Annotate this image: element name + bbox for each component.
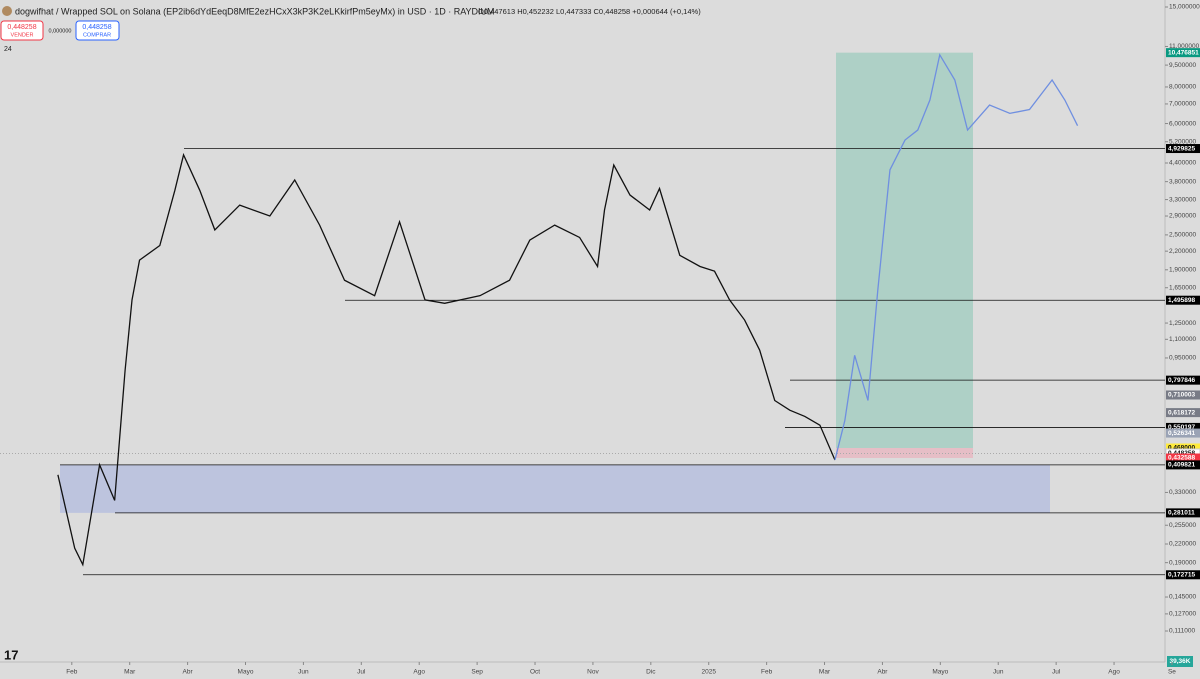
y-tick-label: 2,900000 [1169, 213, 1196, 220]
x-tick-label: Nov [587, 669, 599, 676]
price-badge [1166, 295, 1200, 305]
price-badge [1166, 570, 1200, 580]
y-tick-label: 0,111000 [1169, 628, 1196, 635]
price-badge-label: 10,476851 [1168, 49, 1199, 56]
price-badge [1166, 390, 1200, 400]
x-tick-label: Dic [646, 669, 656, 676]
x-tick-label: Abr [183, 669, 194, 676]
y-tick-label: 8,000000 [1169, 84, 1196, 91]
spread: 0,000000 [49, 28, 72, 34]
price-badge [1166, 422, 1200, 432]
price-badge-label: 0,409821 [1168, 462, 1195, 469]
x-tick-label: Mar [819, 669, 831, 676]
volume-badge [1167, 656, 1193, 667]
price-line [834, 53, 1079, 461]
y-tick-label: 9,500000 [1169, 62, 1196, 69]
demand-zone [60, 464, 1050, 513]
y-tick-label: 1,900000 [1169, 267, 1196, 274]
y-tick-label: 0,950000 [1169, 355, 1196, 362]
indicator-count: 24 [4, 46, 12, 53]
x-tick-label: Ago [1108, 669, 1120, 676]
price-badge-label: 0,281011 [1168, 510, 1195, 517]
x-tick-label: Abr [877, 669, 888, 676]
buy-price: 0,448258 [82, 24, 111, 31]
stop-zone [836, 448, 973, 459]
x-tick-label: Se [1168, 669, 1176, 676]
y-tick-label: 0,190000 [1169, 559, 1196, 566]
price-line [57, 152, 836, 567]
y-tick-label: 6,000000 [1169, 120, 1196, 127]
x-tick-label: Jul [1052, 669, 1061, 676]
x-tick-label: Mar [124, 669, 136, 676]
y-tick-label: 1,250000 [1169, 320, 1196, 327]
price-badge-label: 0,618172 [1168, 409, 1195, 416]
y-tick-label: 3,800000 [1169, 178, 1196, 185]
x-tick-label: Jul [357, 669, 366, 676]
zones [60, 52, 1050, 513]
sell-label: VENDER [11, 32, 34, 38]
price-badge [1166, 428, 1200, 438]
plot [0, 53, 1165, 576]
y-tick-label: 1,650000 [1169, 284, 1196, 291]
y-tick-label: 3,300000 [1169, 196, 1196, 203]
price-badge [1166, 443, 1200, 453]
x-tick-label: Feb [761, 669, 773, 676]
sell-price: 0,448258 [7, 24, 36, 31]
price-badge [1166, 144, 1200, 154]
y-tick-label: 0,145000 [1169, 594, 1196, 601]
price-badge-label: 0,550197 [1168, 424, 1195, 431]
price-badge-label: 0,432588 [1168, 455, 1195, 462]
y-tick-label: 5,200000 [1169, 138, 1196, 145]
y-tick-label: 4,400000 [1169, 160, 1196, 167]
y-tick-label: 11,000000 [1169, 43, 1200, 50]
buy-button[interactable] [75, 20, 120, 41]
y-tick-label: 2,500000 [1169, 232, 1196, 239]
symbol-icon [2, 6, 12, 16]
price-badge [1166, 460, 1200, 470]
y-tick-label: 7,000000 [1169, 101, 1196, 108]
x-tick-label: Mayo [932, 669, 948, 676]
y-tick-label: 2,200000 [1169, 248, 1196, 255]
price-badge [1166, 508, 1200, 518]
price-badge [1166, 375, 1200, 385]
y-tick-label: 0,330000 [1169, 489, 1196, 496]
x-tick-label: Mayo [238, 669, 254, 676]
x-tick-label: Ago [413, 669, 425, 676]
price-badge-label: 0,797846 [1168, 377, 1195, 384]
x-tick-label: 2025 [701, 669, 716, 676]
price-badge-label: 0,172715 [1168, 572, 1195, 579]
ohlc: O0,447613 H0,452232 L0,447333 C0,448258 … [478, 7, 701, 16]
price-badge [1166, 408, 1200, 418]
sell-button[interactable] [0, 20, 44, 41]
price-badge [1166, 48, 1200, 58]
price-badge-label: 0,526341 [1168, 430, 1195, 437]
volume-label: 39,36K [1170, 658, 1191, 665]
x-tick-label: Oct [530, 669, 540, 676]
logo[interactable]: 17 [4, 647, 18, 662]
price-badge-label: 1,495898 [1168, 297, 1195, 304]
x-tick-label: Jun [993, 669, 1004, 676]
x-tick-label: Jun [298, 669, 309, 676]
profit-zone [836, 52, 973, 449]
y-tick-label: 15,000000 [1169, 4, 1200, 11]
buy-label: COMPRAR [83, 32, 111, 38]
y-tick-label: 1,100000 [1169, 336, 1196, 343]
x-tick-label: Feb [66, 669, 78, 676]
price-badge-label: 0,468000 [1168, 445, 1195, 452]
price-badge-label: 0,710003 [1168, 392, 1195, 399]
symbol: dogwifhat / Wrapped SOL on Solana (EP2ib… [15, 6, 495, 16]
y-tick-label: 0,127000 [1169, 611, 1196, 618]
y-tick-label: 0,255000 [1169, 522, 1196, 529]
price-badge [1166, 453, 1200, 463]
y-tick-label: 0,220000 [1169, 541, 1196, 548]
price-badge-label: 4,929825 [1168, 145, 1195, 152]
x-tick-label: Sep [471, 669, 483, 676]
